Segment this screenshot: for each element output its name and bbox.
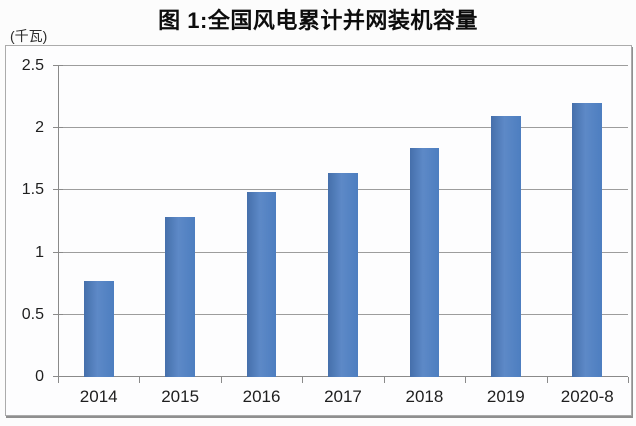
bar-2019 xyxy=(490,115,521,377)
x-tick-label: 2018 xyxy=(405,387,444,406)
bar-2017 xyxy=(328,172,358,377)
x-axis-tick xyxy=(58,377,59,383)
x-axis-tick xyxy=(628,377,629,383)
y-axis-tick xyxy=(53,251,63,253)
x-tick-label: 2015 xyxy=(161,387,200,406)
bar-cell-2016 xyxy=(221,66,302,377)
bar-cell-2015 xyxy=(139,66,220,377)
bar-2018 xyxy=(409,148,440,377)
gridline xyxy=(58,127,628,129)
bar-2016 xyxy=(246,191,277,377)
x-tick-label: 2019 xyxy=(486,387,525,406)
y-tick-label: 2 xyxy=(35,119,44,137)
x-axis-tick xyxy=(465,377,467,383)
bar-cell-2014 xyxy=(58,66,139,377)
y-axis-unit-label: (千瓦) xyxy=(10,28,48,44)
y-axis-tick xyxy=(53,376,63,377)
chart-frame: 0 0.5 1 1.5 2 2.5 2014 2015 2016 2017 2018 2019 202… xyxy=(5,45,632,416)
x-axis: 2014 2015 2016 2017 2018 2019 2020-8 xyxy=(58,386,628,408)
y-axis-tick xyxy=(53,313,63,315)
bar-cell-2018 xyxy=(384,66,465,377)
y-tick-label: 0 xyxy=(35,368,44,385)
x-tick-label: 2014 xyxy=(79,387,118,406)
bars-row xyxy=(58,66,628,377)
y-tick-label: 2.5 xyxy=(21,57,44,74)
bar-2014 xyxy=(83,281,114,377)
bar-cell-2019 xyxy=(465,66,546,377)
y-tick-label: 1 xyxy=(35,243,44,261)
bar-2020-8 xyxy=(572,103,603,377)
gridline xyxy=(58,65,628,66)
x-axis-tick xyxy=(546,377,548,383)
x-axis-tick xyxy=(139,377,141,383)
y-axis-tick xyxy=(53,65,63,66)
x-tick-label: 2017 xyxy=(324,387,362,406)
x-tick-label: 2020-8 xyxy=(560,387,614,406)
bar-2015 xyxy=(165,216,195,377)
bar-cell-2020-8 xyxy=(547,66,628,377)
y-axis-tick xyxy=(53,127,63,129)
y-axis: 0 0.5 1 1.5 2 2.5 xyxy=(6,58,52,385)
y-tick-label: 0.5 xyxy=(21,305,44,323)
x-axis-tick xyxy=(220,377,222,383)
x-tick-label: 2016 xyxy=(242,387,281,406)
x-axis-tick xyxy=(302,377,304,383)
plot-area xyxy=(53,65,629,383)
bar-cell-2017 xyxy=(302,66,383,377)
y-axis-line xyxy=(58,66,59,382)
y-tick-label: 1.5 xyxy=(21,181,44,199)
y-axis-tick xyxy=(53,189,63,191)
chart-title: 图 1:全国风电累计并网装机容量 xyxy=(158,8,478,33)
x-axis-tick xyxy=(383,377,385,383)
